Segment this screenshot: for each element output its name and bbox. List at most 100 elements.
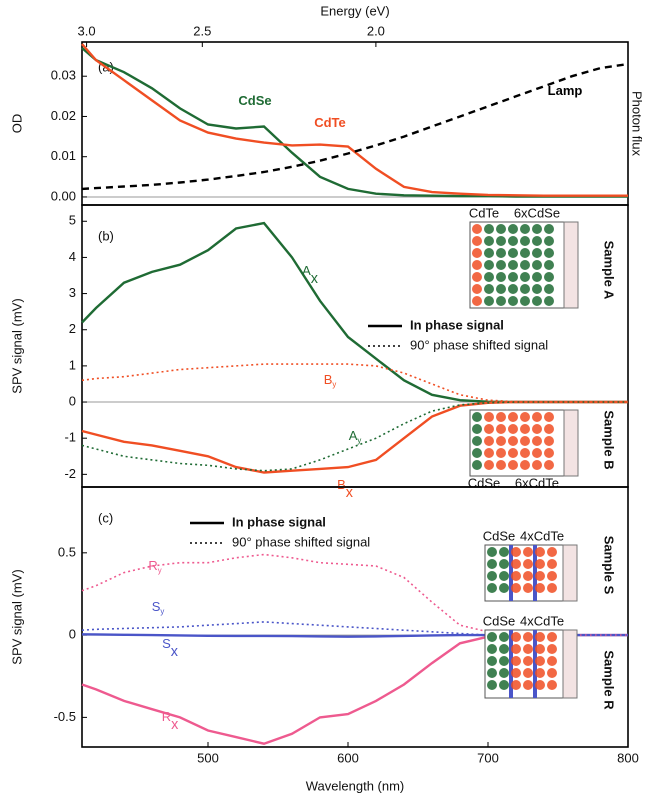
- inset-atom: [547, 668, 557, 678]
- series-label: Rx: [162, 709, 179, 733]
- series-line: [81, 62, 629, 191]
- inset-atom: [532, 448, 542, 458]
- series-label: By: [324, 372, 337, 389]
- series-label-subscript: y: [160, 607, 164, 616]
- inset-atom: [532, 236, 542, 246]
- inset-atom: [484, 448, 494, 458]
- inset-atom: [520, 412, 530, 422]
- inset-atom: [532, 224, 542, 234]
- inset-atom: [547, 583, 557, 593]
- inset-atom: [544, 248, 554, 258]
- inset-atom: [523, 571, 533, 581]
- inset-atom: [544, 296, 554, 306]
- inset-atom: [499, 571, 509, 581]
- inset-atom: [523, 668, 533, 678]
- series-label: Ay: [349, 428, 362, 445]
- x-tick-label: 800: [617, 750, 639, 765]
- inset-atom: [508, 436, 518, 446]
- inset-atom: [472, 224, 482, 234]
- inset-atom: [472, 272, 482, 282]
- inset-atom: [484, 296, 494, 306]
- x-tick-label: 600: [337, 750, 359, 765]
- inset-atom: [523, 680, 533, 690]
- inset-atom: [547, 680, 557, 690]
- inset-atom: [484, 236, 494, 246]
- inset-atom: [472, 448, 482, 458]
- inset-atom: [511, 632, 521, 642]
- inset-atom: [472, 296, 482, 306]
- inset-atom: [484, 460, 494, 470]
- inset-atom: [484, 260, 494, 270]
- y-axis-title: OD: [9, 114, 24, 134]
- inset-label: CdSe: [483, 613, 516, 628]
- inset-atom: [487, 656, 497, 666]
- inset-atom: [547, 547, 557, 557]
- series-label-subscript: x: [171, 717, 179, 733]
- inset-atom: [520, 224, 530, 234]
- series-label: CdSe: [238, 93, 271, 108]
- series-label-name: S: [152, 599, 161, 614]
- inset-atom: [484, 284, 494, 294]
- inset-atom: [499, 583, 509, 593]
- y-axis-title: SPV signal (mV): [9, 298, 24, 393]
- inset-atom: [511, 680, 521, 690]
- inset-atom: [484, 224, 494, 234]
- inset-atom: [523, 559, 533, 569]
- inset-label: CdTe: [469, 205, 499, 220]
- inset-atom: [511, 559, 521, 569]
- inset-atom: [547, 559, 557, 569]
- series-line: [81, 401, 628, 472]
- inset-atom: [499, 547, 509, 557]
- y-tick-label: 2: [69, 321, 76, 336]
- inset-atom: [520, 272, 530, 282]
- x-axis-title: Wavelength (nm): [306, 778, 405, 793]
- series-line: [81, 621, 628, 636]
- inset-atom: [535, 559, 545, 569]
- y-tick-label: -0.5: [54, 709, 76, 724]
- y-axis-title: SPV signal (mV): [9, 569, 24, 664]
- inset-atom: [499, 668, 509, 678]
- inset-atom: [535, 656, 545, 666]
- inset-atom: [496, 248, 506, 258]
- inset-atom: [511, 547, 521, 557]
- series-label-subscript: x: [171, 644, 179, 660]
- inset-atom: [535, 547, 545, 557]
- series-label-subscript: y: [158, 566, 162, 575]
- inset-atom: [496, 436, 506, 446]
- inset-contact: [562, 629, 578, 699]
- series-label-name: R: [162, 709, 171, 724]
- inset-atom: [511, 583, 521, 593]
- inset-stripe: [509, 630, 513, 698]
- inset-stripe: [533, 630, 537, 698]
- inset-atom: [523, 583, 533, 593]
- legend-label: 90° phase shifted signal: [232, 534, 370, 549]
- inset-atom: [472, 260, 482, 270]
- inset-atom: [535, 668, 545, 678]
- inset-atom: [487, 559, 497, 569]
- series-label-name: CdTe: [314, 115, 346, 130]
- inset-atom: [472, 248, 482, 258]
- inset-label: CdSe: [483, 528, 516, 543]
- inset-label: CdSe: [468, 475, 501, 490]
- sample-label: Sample B: [602, 410, 617, 469]
- inset-atom: [532, 296, 542, 306]
- inset-atom: [484, 412, 494, 422]
- inset-stripe: [533, 545, 537, 601]
- series-label-name: B: [337, 477, 346, 492]
- inset-atom: [496, 460, 506, 470]
- inset-atom: [496, 224, 506, 234]
- inset-atom: [532, 272, 542, 282]
- series-label: Ry: [148, 558, 161, 575]
- inset-atom: [499, 644, 509, 654]
- inset-atom: [472, 436, 482, 446]
- series-label-subscript: y: [332, 380, 336, 389]
- inset-atom: [535, 680, 545, 690]
- inset-contact: [563, 409, 579, 477]
- y-tick-label: 4: [69, 249, 76, 264]
- inset-atom: [535, 571, 545, 581]
- y-tick-label: -1: [64, 430, 76, 445]
- inset-atom: [508, 260, 518, 270]
- inset-atom: [544, 224, 554, 234]
- series-line: [81, 400, 628, 474]
- inset-atom: [511, 668, 521, 678]
